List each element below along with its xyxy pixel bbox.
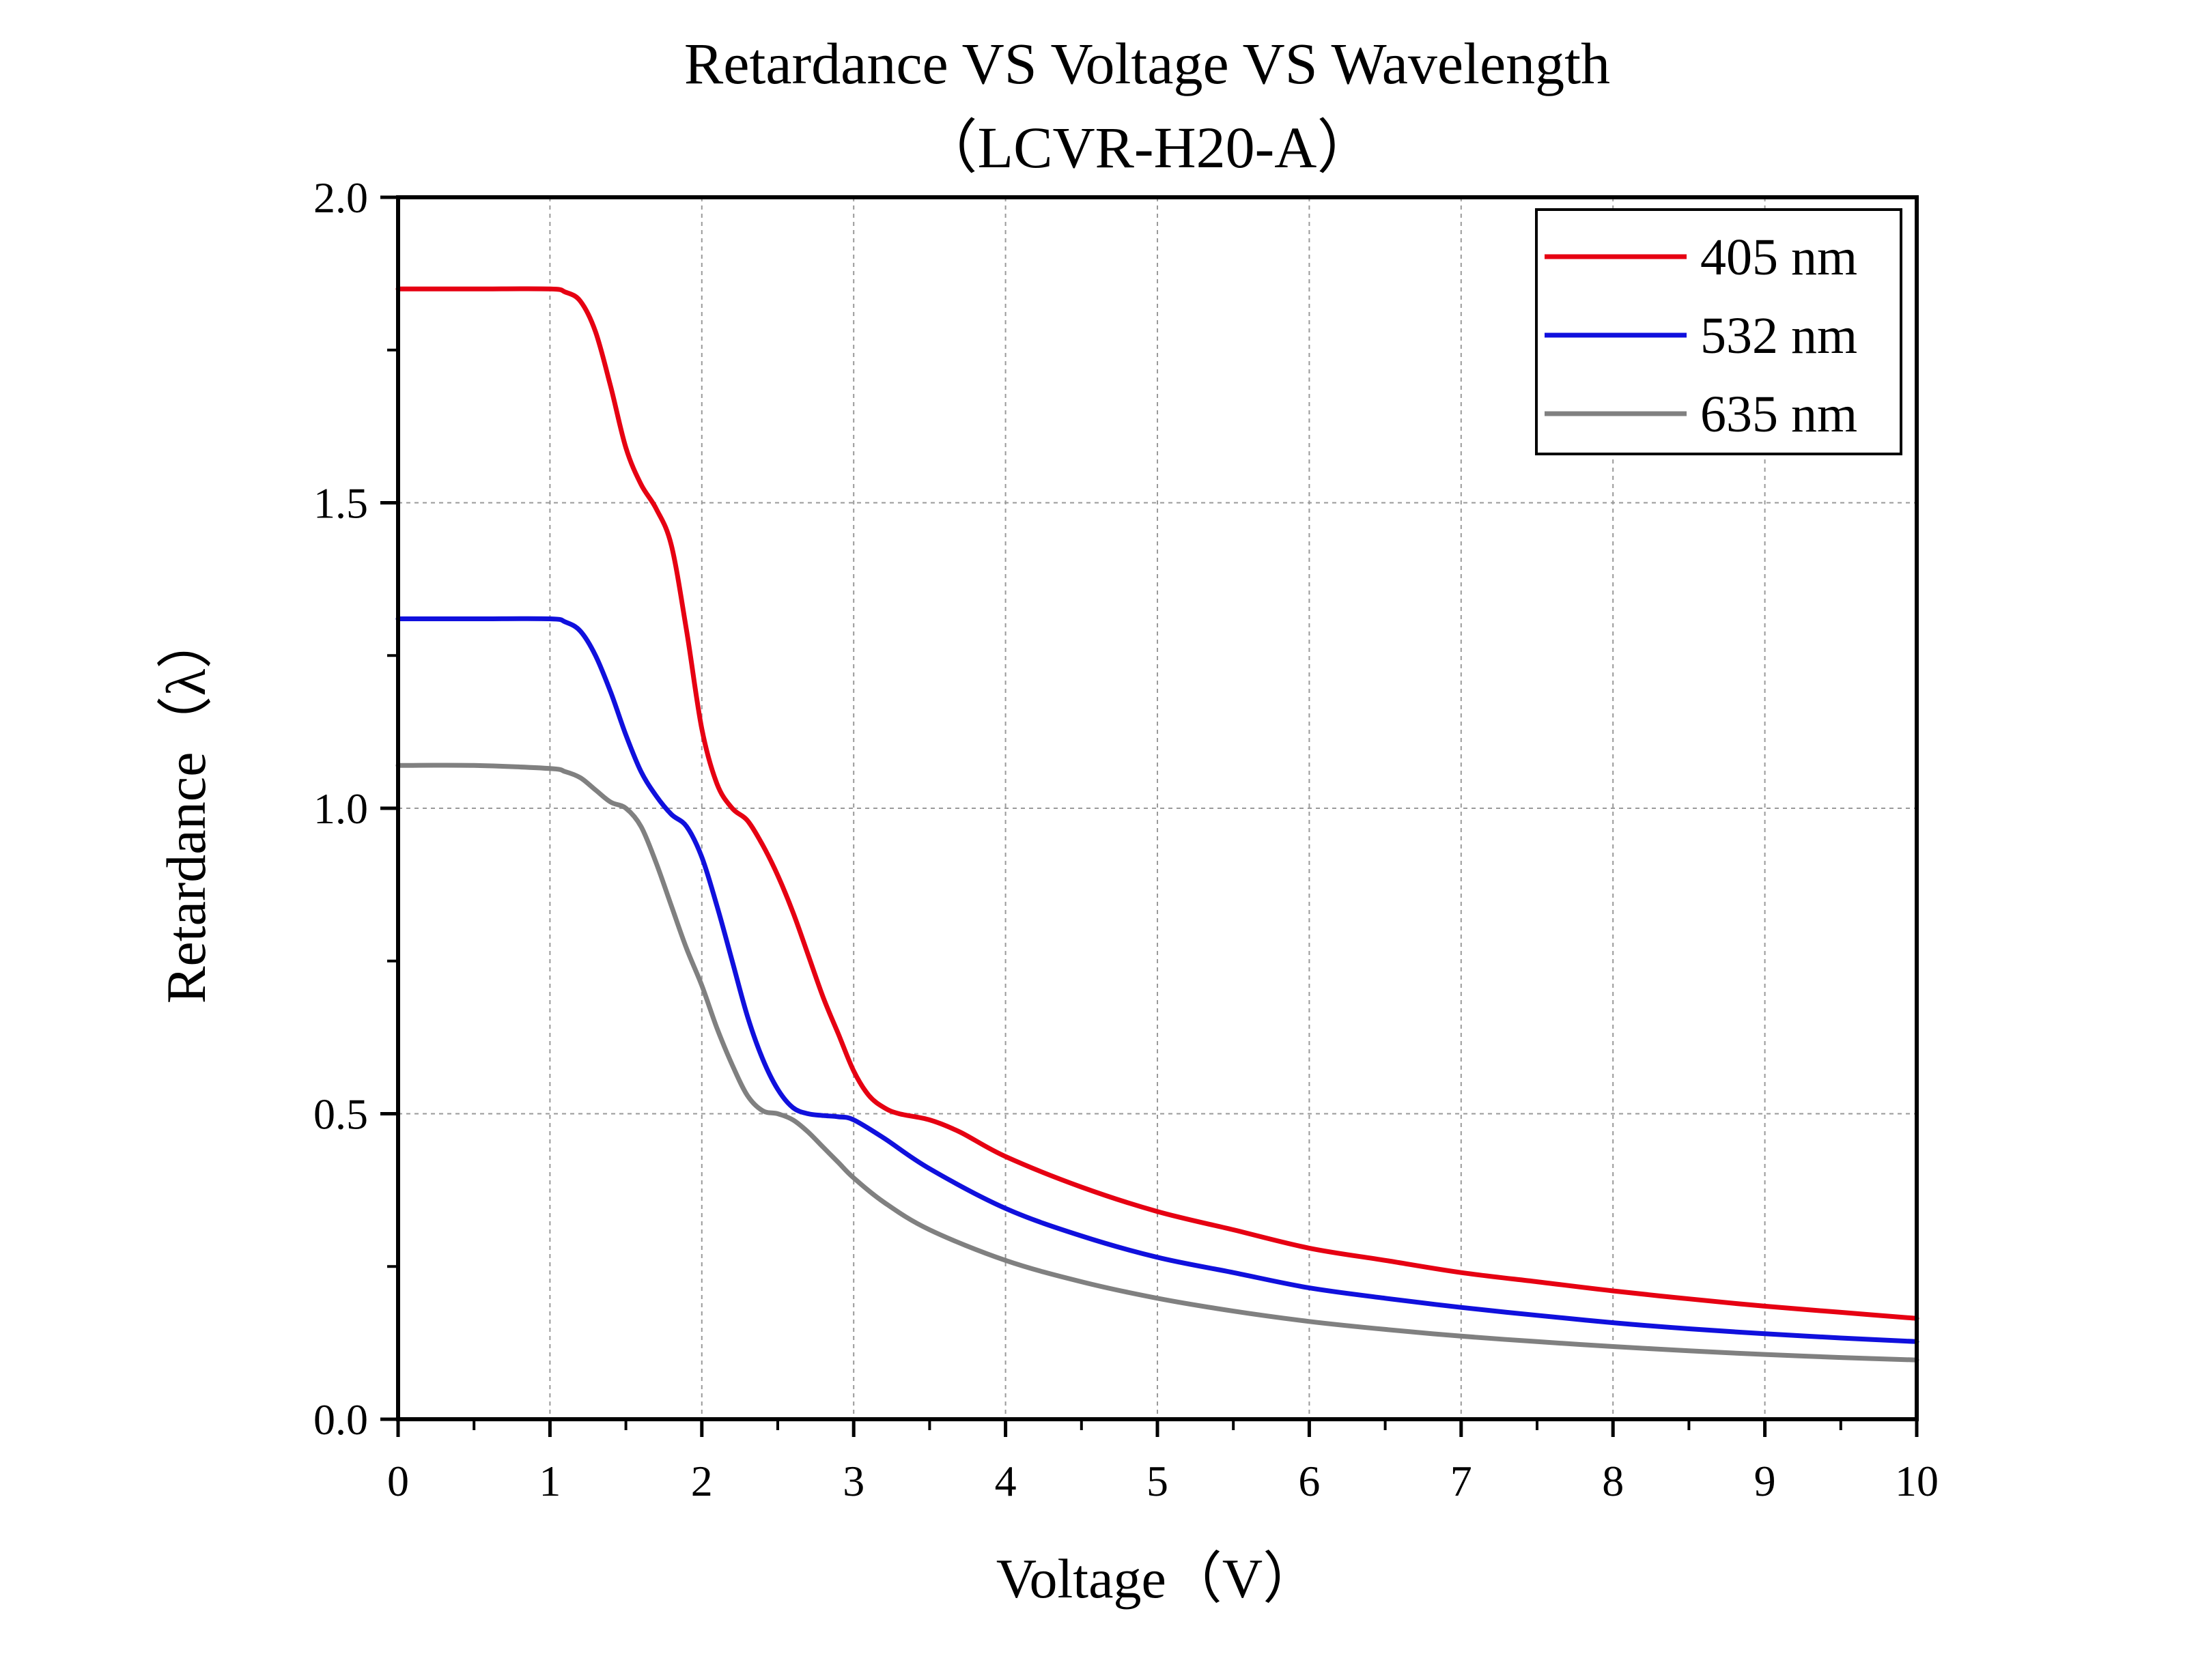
x-tick-label: 5 xyxy=(1146,1457,1168,1505)
y-axis-label: Retardance（λ） xyxy=(155,613,217,1004)
series-line-0 xyxy=(395,286,1919,1321)
x-tick-label: 8 xyxy=(1602,1457,1624,1505)
y-tick-label: 1.0 xyxy=(313,784,368,833)
y-tick-label: 1.5 xyxy=(313,479,368,528)
grid-layer xyxy=(398,197,1917,1419)
y-tick-label: 2.0 xyxy=(313,173,368,222)
x-tick-label: 6 xyxy=(1298,1457,1320,1505)
x-tick-label: 10 xyxy=(1895,1457,1939,1505)
legend-label: 405 nm xyxy=(1700,229,1857,286)
y-tick-label: 0.5 xyxy=(313,1090,368,1139)
x-tick-label: 1 xyxy=(539,1457,561,1505)
chart-subtitle: （LCVR-H20-A） xyxy=(919,115,1376,180)
legend-label: 635 nm xyxy=(1700,386,1857,443)
series-line-2 xyxy=(395,763,1919,1363)
x-tick-label: 0 xyxy=(387,1457,409,1505)
legend: 405 nm 532 nm 635 nm xyxy=(1535,208,1902,455)
label-layer: 0 1 2 3 4 5 6 7 8 9 10 0.0 0.5 1.0 1.5 2.0 xyxy=(313,173,1939,1505)
x-tick-label: 2 xyxy=(691,1457,713,1505)
x-tick-label: 7 xyxy=(1450,1457,1472,1505)
x-tick-label: 4 xyxy=(995,1457,1017,1505)
x-tick-label: 3 xyxy=(843,1457,864,1505)
series-line-1 xyxy=(395,616,1919,1344)
x-tick-label: 9 xyxy=(1754,1457,1776,1505)
legend-items: 405 nm 532 nm 635 nm xyxy=(1545,229,1857,443)
series-layer xyxy=(395,286,1919,1363)
tick-layer xyxy=(380,195,1919,1437)
chart-title: Retardance VS Voltage VS Wavelength xyxy=(684,31,1610,96)
y-tick-label: 0.0 xyxy=(313,1395,368,1444)
x-axis-label: Voltage（V） xyxy=(996,1548,1319,1610)
legend-label: 532 nm xyxy=(1700,307,1857,365)
